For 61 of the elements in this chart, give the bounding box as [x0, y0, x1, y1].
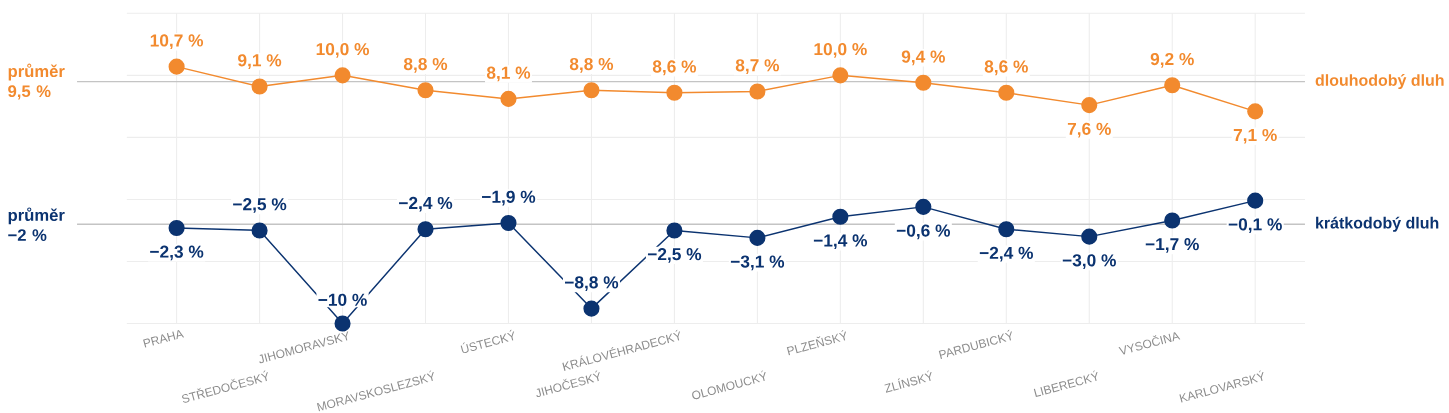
point: [1247, 192, 1264, 209]
data-label: −1,9 %: [482, 190, 536, 206]
data-label: 8,8 %: [569, 57, 614, 73]
point: [500, 90, 517, 107]
point: [915, 74, 932, 91]
point: [500, 214, 517, 231]
data-label: 8,1 %: [486, 66, 531, 82]
point: [168, 219, 185, 236]
data-label: −3,0 %: [1062, 254, 1116, 269]
point: [251, 222, 268, 239]
ref-line-label: průměr 9,5 %: [8, 63, 65, 100]
point: [251, 78, 268, 95]
data-label: −2,5 %: [647, 247, 702, 263]
data-label: −8,8 %: [564, 276, 619, 291]
data-label: 10,7 %: [150, 34, 204, 49]
point: [168, 58, 185, 75]
point: [1081, 228, 1098, 245]
point: [998, 221, 1015, 238]
data-label: 8,6 %: [652, 60, 697, 75]
data-label: −3,1 %: [730, 255, 785, 271]
point: [666, 84, 683, 101]
point: [334, 67, 351, 84]
data-label: −1,4 %: [813, 234, 868, 249]
point: [1164, 77, 1181, 94]
data-label: 9,2 %: [1150, 52, 1194, 68]
point: [417, 82, 434, 99]
point: [417, 221, 434, 238]
point: [334, 315, 351, 332]
text: dlouhodobý dluh: [1315, 73, 1444, 89]
point: [583, 82, 600, 99]
point: [749, 83, 766, 100]
data-label: 8,7 %: [735, 58, 780, 74]
point: [583, 300, 600, 317]
point: [915, 198, 932, 215]
data-label: −2,4 %: [399, 196, 453, 212]
point: [998, 84, 1015, 101]
data-label: 10,0 %: [316, 42, 369, 58]
data-label: 9,4 %: [901, 50, 945, 66]
point: [749, 229, 766, 246]
x-tick-label: PRAHA: [143, 329, 185, 348]
data-label: 8,6 %: [984, 60, 1028, 75]
data-label: −1,7 %: [1145, 237, 1199, 253]
data-label: −0,6 %: [896, 224, 951, 240]
point: [832, 67, 849, 84]
data-label: −0,1 %: [1228, 218, 1282, 233]
data-label: 8,8 %: [403, 57, 448, 73]
data-label: −2,3 %: [150, 245, 204, 261]
text: krátkodobý dluh: [1316, 216, 1439, 232]
data-label: 7,6 %: [1067, 122, 1111, 138]
data-label: −2,5 %: [233, 197, 287, 213]
data-label: −10 %: [318, 293, 367, 306]
point: [1081, 96, 1098, 114]
point: [1247, 103, 1264, 120]
point: [666, 222, 683, 239]
data-label: −2,4 %: [979, 246, 1033, 262]
point: [832, 208, 849, 225]
point: [1164, 212, 1181, 229]
ref-line-label: průměr −2 %: [8, 207, 65, 241]
data-label: 9,1 %: [238, 54, 282, 69]
data-label: 10,0 %: [814, 42, 867, 58]
data-label: 7,1 %: [1233, 128, 1277, 144]
